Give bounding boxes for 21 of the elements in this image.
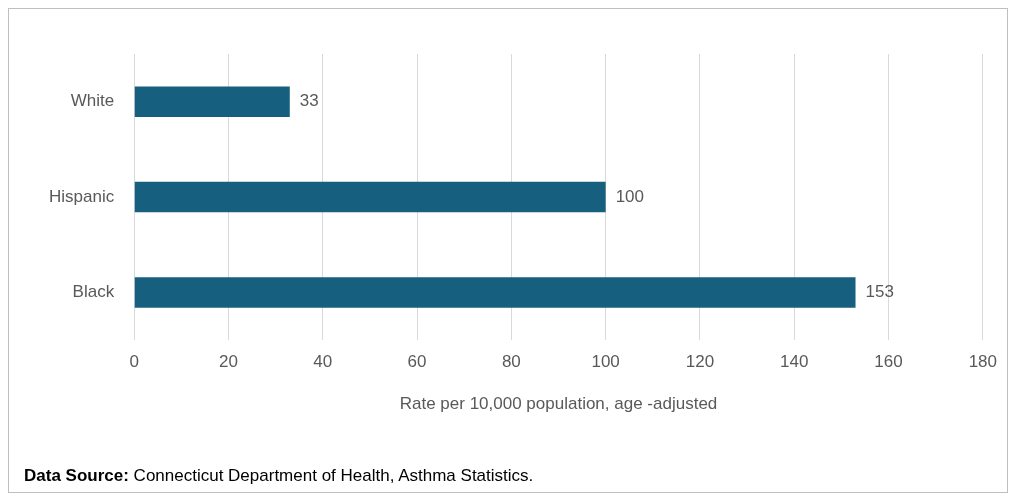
- source-note: Data Source: Connecticut Department of Health, Asthma Statistics.: [24, 466, 534, 486]
- y-tick-label: White: [70, 91, 115, 111]
- x-tick-label: 60: [407, 352, 427, 372]
- x-tick-label: 120: [685, 352, 715, 372]
- bar: [134, 277, 856, 308]
- x-axis-title: Rate per 10,000 population, age -adjusted: [399, 394, 718, 414]
- x-tick-label: 80: [501, 352, 521, 372]
- y-tick-label: Hispanic: [48, 186, 115, 206]
- x-tick-label: 140: [780, 352, 809, 372]
- x-tick-label: 0: [129, 352, 139, 372]
- data-label: 100: [615, 186, 645, 206]
- data-label: 33: [299, 91, 319, 111]
- bar: [134, 86, 290, 117]
- x-tick-label: 100: [591, 352, 620, 372]
- y-tick-label: Black: [72, 282, 115, 302]
- data-label: 153: [865, 282, 894, 302]
- x-tick-label: 160: [874, 352, 903, 372]
- x-tick-label: 180: [968, 352, 998, 372]
- bar: [134, 181, 606, 213]
- x-tick-label: 20: [219, 352, 238, 372]
- x-tick-label: 40: [313, 352, 333, 372]
